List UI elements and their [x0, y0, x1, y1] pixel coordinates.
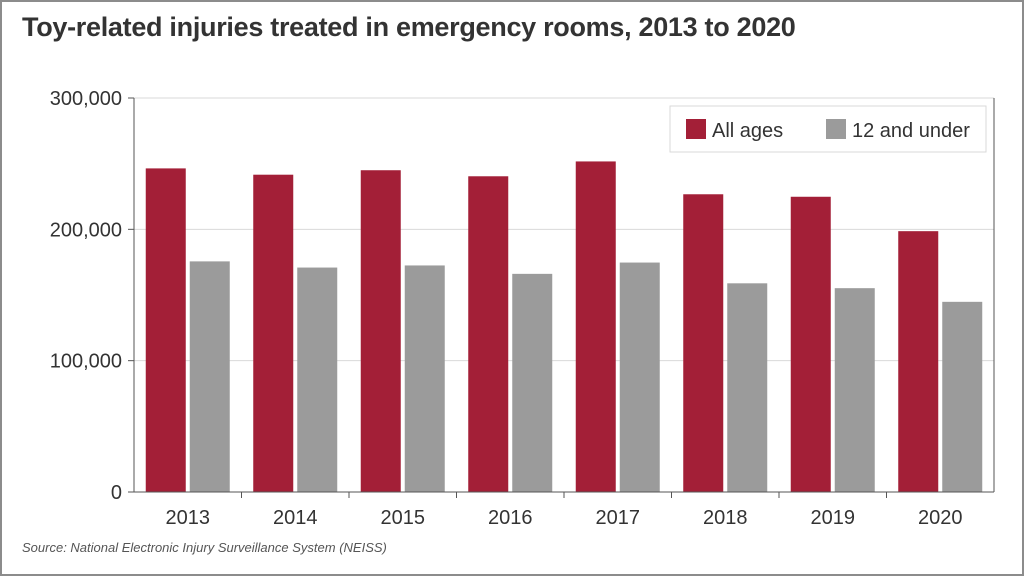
bar-12-and-under-2018	[727, 283, 768, 492]
bars	[145, 161, 983, 493]
y-tick-label: 0	[111, 482, 122, 504]
bar-12-and-under-2020	[942, 301, 983, 492]
bar-all-ages-2018	[683, 194, 724, 492]
x-tick-label: 2019	[811, 507, 856, 529]
y-tick-label: 100,000	[50, 351, 122, 373]
y-tick-labels: 0 100,000 200,000 300,000	[50, 88, 122, 504]
x-tick-label: 2020	[918, 507, 963, 529]
bar-12-and-under-2017	[619, 262, 660, 492]
legend-label-12-and-under: 12 and under	[852, 120, 970, 142]
bar-all-ages-2017	[575, 161, 616, 492]
bar-12-and-under-2015	[404, 265, 445, 492]
x-tick-labels: 2013 2014 2015 2016 2017 2018 2019 2020	[166, 507, 963, 529]
bar-all-ages-2015	[360, 170, 401, 492]
legend-swatch-12-and-under	[826, 119, 846, 139]
x-tick-label: 2014	[273, 507, 318, 529]
legend-swatch-all-ages	[686, 119, 706, 139]
legend: All ages 12 and under	[669, 105, 987, 153]
bar-12-and-under-2016	[512, 273, 553, 492]
x-tick-label: 2015	[381, 507, 426, 529]
source-note: Source: National Electronic Injury Surve…	[22, 540, 387, 555]
y-tick-label: 200,000	[50, 219, 122, 241]
x-tick-label: 2016	[488, 507, 533, 529]
y-tick-label: 300,000	[50, 88, 122, 110]
axes	[128, 97, 995, 498]
bar-all-ages-2013	[145, 168, 186, 493]
bar-all-ages-2020	[898, 231, 939, 492]
bar-12-and-under-2019	[834, 288, 875, 492]
chart-title: Toy-related injuries treated in emergenc…	[22, 12, 796, 42]
x-tick-label: 2013	[166, 507, 211, 529]
bar-all-ages-2014	[253, 174, 294, 492]
x-tick-label: 2017	[596, 507, 641, 529]
bar-12-and-under-2014	[297, 267, 338, 492]
legend-label-all-ages: All ages	[712, 120, 783, 142]
bar-12-and-under-2013	[189, 261, 230, 492]
x-tick-label: 2018	[703, 507, 748, 529]
bar-all-ages-2019	[790, 196, 831, 492]
bar-all-ages-2016	[468, 176, 509, 493]
